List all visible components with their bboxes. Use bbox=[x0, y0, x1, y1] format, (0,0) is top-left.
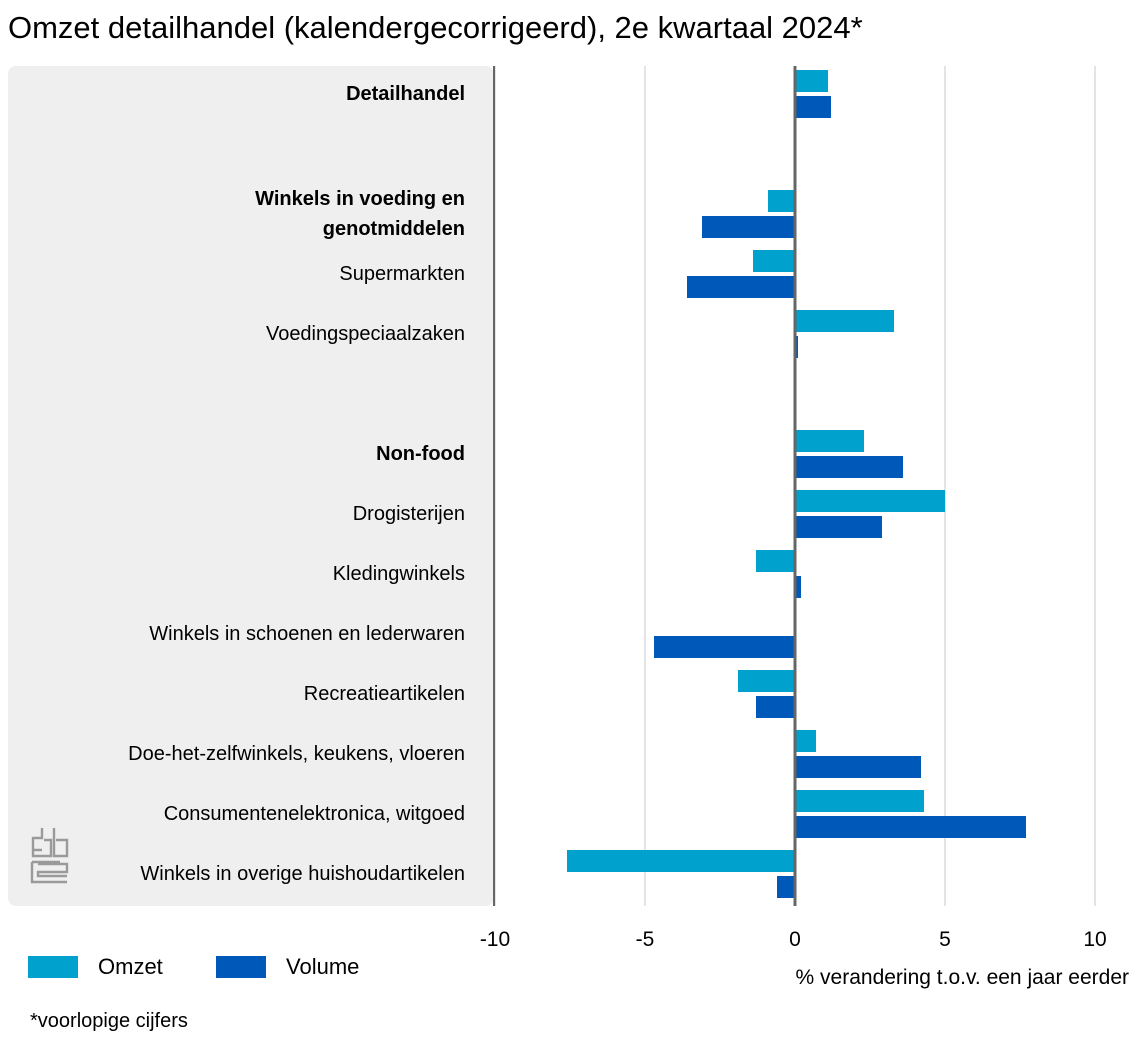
legend-label-volume: Volume bbox=[286, 954, 360, 979]
bar-omzet-1 bbox=[768, 190, 795, 212]
category-label: Consumentenelektronica, witgoed bbox=[163, 803, 465, 825]
category-label: Doe-het-zelfwinkels, keukens, vloeren bbox=[128, 743, 465, 765]
category-label: Recreatieartikelen bbox=[303, 683, 465, 705]
bar-omzet-0 bbox=[795, 70, 828, 92]
x-tick-label: -10 bbox=[480, 928, 510, 951]
category-label: Non-food bbox=[376, 443, 465, 465]
legend-item-omzet: Omzet bbox=[28, 954, 163, 980]
bar-volume-8 bbox=[756, 696, 795, 718]
category-label: Winkels in overige huishoudartikelen bbox=[140, 863, 465, 885]
category-label: Voedingspeciaalzaken bbox=[265, 323, 465, 345]
bar-chart-plot: -10 -5 0 5 10 bbox=[480, 66, 1107, 951]
x-tick-label: 0 bbox=[789, 928, 801, 951]
category-label: Supermarkten bbox=[339, 263, 465, 285]
chart-title: Omzet detailhandel (kalendergecorrigeerd… bbox=[8, 10, 863, 45]
category-label: Detailhandel bbox=[346, 83, 465, 105]
bar-omzet-2 bbox=[753, 250, 795, 272]
bar-volume-9 bbox=[795, 756, 921, 778]
category-label-panel bbox=[8, 66, 494, 906]
x-axis-label: % verandering t.o.v. een jaar eerder bbox=[795, 966, 1129, 989]
category-label: Drogisterijen bbox=[352, 503, 465, 525]
legend-swatch-volume bbox=[216, 956, 266, 978]
bar-volume-10 bbox=[795, 816, 1026, 838]
legend-swatch-omzet bbox=[28, 956, 78, 978]
bar-omzet-10 bbox=[795, 790, 924, 812]
category-label: Kledingwinkels bbox=[332, 563, 465, 585]
legend-item-volume: Volume bbox=[216, 954, 359, 980]
cbs-logo-icon bbox=[30, 828, 69, 884]
x-tick-label: 5 bbox=[939, 928, 951, 951]
bar-omzet-9 bbox=[795, 730, 816, 752]
bar-omzet-11 bbox=[567, 850, 795, 872]
category-label: Winkels in schoenen en lederwaren bbox=[149, 623, 465, 645]
bar-omzet-6 bbox=[756, 550, 795, 572]
bar-volume-0 bbox=[795, 96, 831, 118]
bar-omzet-4 bbox=[795, 430, 864, 452]
bar-volume-6 bbox=[795, 576, 801, 598]
category-label: Winkels in voeding en genotmiddelen bbox=[255, 188, 465, 240]
bar-volume-1 bbox=[702, 216, 795, 238]
bar-volume-7 bbox=[654, 636, 795, 658]
x-tick-label: -5 bbox=[636, 928, 655, 951]
bar-volume-4 bbox=[795, 456, 903, 478]
legend-label-omzet: Omzet bbox=[98, 954, 163, 979]
bar-volume-2 bbox=[687, 276, 795, 298]
footnote: *voorlopige cijfers bbox=[30, 1010, 188, 1032]
x-tick-label: 10 bbox=[1083, 928, 1106, 951]
bar-volume-11 bbox=[777, 876, 795, 898]
bar-omzet-5 bbox=[795, 490, 945, 512]
bar-volume-5 bbox=[795, 516, 882, 538]
bar-omzet-3 bbox=[795, 310, 894, 332]
bar-omzet-8 bbox=[738, 670, 795, 692]
